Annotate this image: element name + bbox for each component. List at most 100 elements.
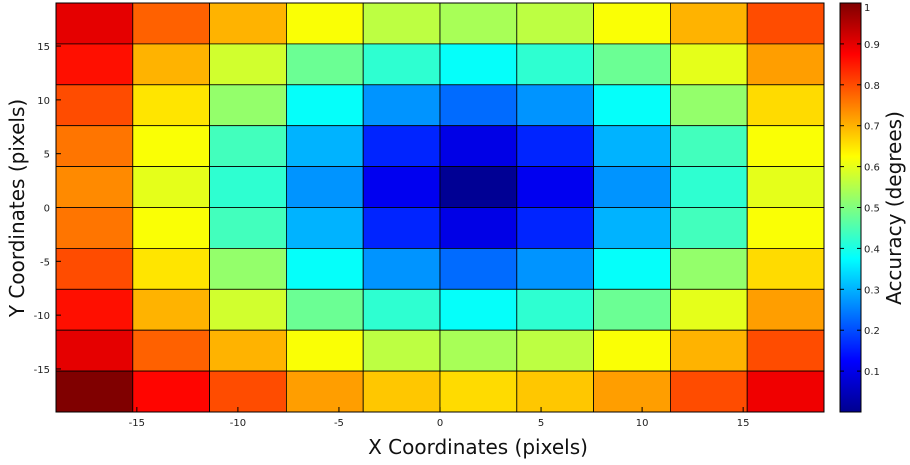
heatmap-cell (55, 125, 134, 167)
colorbar-ticks: 0.1 0.2 0.3 0.4 0.5 0.6 0.7 0.8 0.9 1 (840, 2, 880, 378)
heatmap-cell (55, 370, 134, 413)
heatmap-cell (209, 247, 287, 290)
heatmap-cell (285, 247, 364, 290)
y-tick-label: 10 (37, 96, 50, 107)
heatmap-cell (132, 2, 211, 45)
heatmap-cell (746, 2, 825, 45)
colorbar-tick-label: 0.3 (864, 285, 880, 296)
heatmap-cell (209, 43, 287, 86)
heatmap-cell (55, 166, 134, 208)
heatmap-cell (362, 166, 441, 208)
heatmap-cell (362, 370, 441, 413)
heatmap-cell (439, 247, 518, 290)
heatmap-cell (746, 207, 825, 249)
heatmap-cell (209, 84, 287, 127)
heatmap-cell (516, 2, 594, 45)
heatmap-cell (55, 84, 134, 127)
heatmap-cell (746, 329, 825, 372)
heatmap-cell (132, 125, 211, 167)
heatmap-cell (439, 125, 518, 167)
heatmap-cell (670, 84, 748, 127)
heatmap-cell (285, 207, 364, 249)
y-tick-label: 5 (44, 150, 50, 161)
heatmap-cell (132, 247, 211, 290)
heatmap-cell (746, 166, 825, 208)
heatmap-cell (670, 166, 748, 208)
heatmap-cell (516, 207, 594, 249)
heatmap-cell (593, 370, 671, 413)
heatmap-cell (132, 43, 211, 86)
heatmap-cell (132, 288, 211, 331)
heatmap-cell (132, 84, 211, 127)
heatmap-cell (209, 370, 287, 413)
colorbar-tick-label: 0.8 (864, 81, 880, 92)
heatmap-cell (670, 329, 748, 372)
heatmap-cell (516, 43, 594, 86)
colorbar-tick-label: 0.9 (864, 40, 880, 51)
heatmap-cell (516, 166, 594, 208)
colorbar-tick-label: 1 (864, 3, 870, 14)
heatmap-cell (55, 288, 134, 331)
heatmap-cell (362, 43, 441, 86)
heatmap-cell (209, 2, 287, 45)
heatmap-cell (285, 166, 364, 208)
heatmap-cell (439, 207, 518, 249)
heatmap-cell (55, 43, 134, 86)
heatmap-cell (439, 84, 518, 127)
heatmap-cell (670, 207, 748, 249)
heatmap-cell (670, 2, 748, 45)
heatmap-cell (746, 288, 825, 331)
heatmap-cell (362, 84, 441, 127)
x-tick-label: 15 (737, 418, 750, 429)
heatmap-cell (516, 370, 594, 413)
y-tick-label: -15 (34, 365, 50, 376)
y-tick-label: 0 (44, 204, 50, 215)
heatmap-cell (285, 329, 364, 372)
x-tick-label: -5 (334, 418, 344, 429)
heatmap-cell (55, 2, 134, 45)
heatmap-cell (593, 125, 671, 167)
heatmap-cell (670, 125, 748, 167)
colorbar-tick-label: 0.5 (864, 204, 880, 215)
heatmap-cell (362, 2, 441, 45)
heatmap-cell (593, 207, 671, 249)
heatmap-cell (516, 288, 594, 331)
y-axis-ticks: 15 10 5 0 -5 -10 -15 (34, 42, 61, 376)
x-axis-ticks: -15 -10 -5 0 5 10 15 (129, 407, 750, 429)
y-axis-title: Y Coordinates (pixels) (5, 99, 29, 318)
heatmap-cell (439, 329, 518, 372)
colorbar-tick-label: 0.1 (864, 367, 880, 378)
heatmap-cell (209, 288, 287, 331)
heatmap-cell (593, 43, 671, 86)
heatmap-cell (209, 125, 287, 167)
x-tick-label: -15 (129, 418, 145, 429)
heatmap-cell (439, 43, 518, 86)
heatmap-cell (670, 43, 748, 86)
colorbar-tick-label: 0.4 (864, 244, 880, 255)
x-tick-label: -10 (230, 418, 246, 429)
heatmap-cell (285, 288, 364, 331)
heatmap-cell (285, 2, 364, 45)
heatmap-cell (593, 288, 671, 331)
heatmap-cell (209, 166, 287, 208)
heatmap-cell (593, 84, 671, 127)
heatmap-cell (746, 247, 825, 290)
heatmap-cell (746, 43, 825, 86)
heatmap-cell (593, 166, 671, 208)
x-tick-label: 5 (538, 418, 544, 429)
heatmap-cell (439, 288, 518, 331)
heatmap-cell (132, 207, 211, 249)
heatmap-cell (132, 329, 211, 372)
heatmap-cells (55, 2, 825, 413)
heatmap-cell (285, 370, 364, 413)
heatmap-cell (746, 125, 825, 167)
heatmap-cell (670, 370, 748, 413)
y-tick-label: -5 (40, 257, 50, 268)
colorbar-tick-label: 0.7 (864, 122, 880, 133)
heatmap-cell (285, 84, 364, 127)
heatmap-cell (516, 84, 594, 127)
heatmap-cell (55, 329, 134, 372)
heatmap-cell (516, 125, 594, 167)
heatmap-cell (516, 247, 594, 290)
